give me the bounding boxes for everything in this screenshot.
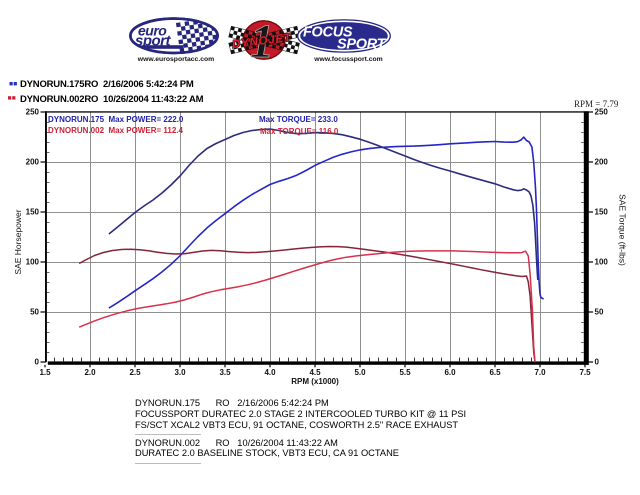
svg-text:200: 200 bbox=[595, 158, 609, 167]
svg-text:0: 0 bbox=[595, 358, 600, 367]
svg-text:7.5: 7.5 bbox=[579, 368, 591, 377]
svg-text:100: 100 bbox=[595, 258, 609, 267]
svg-text:50: 50 bbox=[30, 308, 39, 317]
svg-text:150: 150 bbox=[595, 208, 609, 217]
svg-text:2.0: 2.0 bbox=[84, 368, 96, 377]
svg-text:250: 250 bbox=[595, 108, 609, 117]
svg-text:3.0: 3.0 bbox=[174, 368, 186, 377]
svg-text:6.0: 6.0 bbox=[444, 368, 456, 377]
svg-text:6.5: 6.5 bbox=[489, 368, 501, 377]
svg-text:50: 50 bbox=[595, 308, 604, 317]
svg-text:euro: euro bbox=[138, 23, 167, 39]
svg-text:200: 200 bbox=[26, 158, 40, 167]
svg-text:3.5: 3.5 bbox=[219, 368, 231, 377]
svg-text:SAE Horsepower: SAE Horsepower bbox=[13, 209, 23, 274]
svg-text:1: 1 bbox=[250, 16, 274, 62]
svg-text:0: 0 bbox=[35, 358, 40, 367]
svg-text:7.0: 7.0 bbox=[534, 368, 546, 377]
svg-text:250: 250 bbox=[26, 108, 40, 117]
svg-text:150: 150 bbox=[26, 208, 40, 217]
svg-text:5.5: 5.5 bbox=[399, 368, 411, 377]
svg-text:SPORT: SPORT bbox=[337, 37, 387, 53]
svg-text:RPM (x1000): RPM (x1000) bbox=[291, 377, 339, 386]
svg-text:5.0: 5.0 bbox=[354, 368, 366, 377]
svg-text:1.5: 1.5 bbox=[39, 368, 51, 377]
svg-text:4.5: 4.5 bbox=[309, 368, 321, 377]
svg-text:FOCUS: FOCUS bbox=[303, 25, 353, 41]
svg-text:2.5: 2.5 bbox=[129, 368, 141, 377]
svg-text:100: 100 bbox=[26, 258, 40, 267]
svg-text:4.0: 4.0 bbox=[264, 368, 276, 377]
svg-text:SAE Torque (ft-lbs): SAE Torque (ft-lbs) bbox=[618, 194, 628, 266]
